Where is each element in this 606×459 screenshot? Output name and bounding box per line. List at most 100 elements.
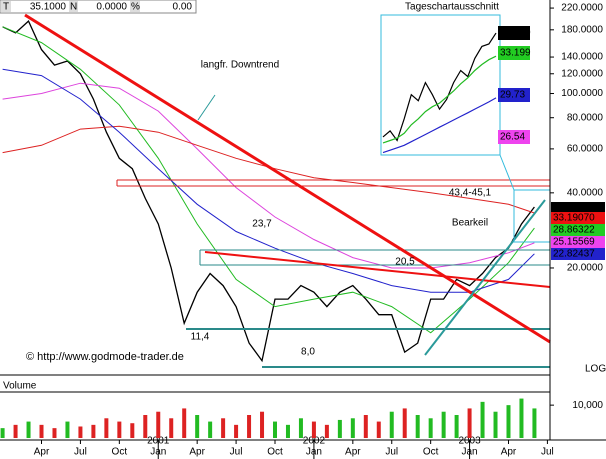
volume-bar	[402, 408, 407, 438]
volume-bar	[13, 424, 18, 438]
header-flag: %	[131, 2, 140, 13]
inset-value-box	[498, 88, 530, 102]
x-tick-label: Jul	[74, 447, 87, 458]
year-label: 2002	[303, 436, 326, 447]
volume-bar	[415, 415, 420, 438]
header-pct: 0.00	[173, 2, 193, 13]
y-tick-label: 60.0000	[567, 144, 604, 155]
volume-bar	[298, 418, 303, 438]
inset-value-box	[498, 130, 530, 144]
inset-value-label: 29.73	[500, 90, 525, 101]
inset-title: Tageschartausschnitt	[405, 2, 499, 13]
y-tick-label: 100.0000	[561, 88, 603, 99]
x-tick-label: Apr	[34, 447, 50, 458]
volume-bar	[208, 421, 213, 438]
value-box-label: 25.15569	[553, 237, 595, 248]
volume-bar	[493, 411, 498, 438]
annotation: Bearkeil	[452, 218, 488, 229]
header-last: 35.1000	[30, 2, 67, 13]
x-tick-label: Apr	[345, 447, 361, 458]
x-tick-label: Oct	[267, 447, 283, 458]
value-box-label: 22.82437	[553, 249, 595, 260]
volume-bar	[143, 415, 148, 438]
header: T 35.1000 N 0.0000 % 0.00	[0, 0, 197, 14]
volume-bar	[221, 418, 226, 438]
x-tick-label: Oct	[112, 447, 128, 458]
y-tick-label: 40.0000	[567, 187, 604, 198]
volume-bar	[169, 418, 174, 438]
value-box	[551, 224, 605, 236]
inset-value-label: 33.199	[500, 48, 531, 59]
value-box	[551, 202, 605, 214]
annotation: 43,4-45,1	[449, 188, 492, 199]
volume-bar	[519, 398, 524, 438]
volume-bar	[0, 428, 5, 438]
inset-value-label: 35.100	[500, 28, 531, 39]
volume-bar	[156, 411, 161, 438]
volume-bar	[130, 423, 135, 438]
inset-line	[382, 55, 497, 144]
volume-bar	[467, 408, 472, 438]
x-tick-label: Oct	[423, 447, 439, 458]
volume-tick-label: 10,000	[572, 400, 603, 411]
series-line	[2, 26, 535, 334]
value-box-label: 28.86322	[553, 225, 595, 236]
volume-bar	[454, 415, 459, 438]
inset-value-box	[498, 26, 530, 40]
volume-bar	[376, 421, 381, 438]
volume-bar	[195, 415, 200, 438]
volume-bar	[532, 408, 537, 438]
annotation: 20,5	[395, 257, 415, 268]
value-box	[551, 212, 605, 224]
volume-label: Volume	[3, 381, 37, 392]
volume-bar	[506, 405, 511, 438]
annotation: langfr. Downtrend	[201, 60, 279, 71]
volume-bar	[324, 424, 329, 438]
volume-bar	[428, 418, 433, 438]
x-tick-label: Apr	[189, 447, 205, 458]
volume-bar	[337, 419, 342, 438]
volume-bar	[247, 415, 252, 438]
header-flag: T	[3, 2, 9, 13]
header-flag: N	[70, 2, 77, 13]
volume-bar	[26, 421, 31, 438]
volume-bar	[441, 411, 446, 438]
y-tick-label: 180.0000	[561, 24, 603, 35]
volume-bar	[104, 418, 109, 438]
volume-bar	[91, 424, 96, 438]
series-line	[2, 125, 535, 214]
annotation: 23,7	[252, 219, 272, 230]
volume-bar	[52, 428, 57, 438]
volume-bar	[78, 426, 83, 438]
value-box-label: 33.19070	[553, 213, 595, 224]
year-label: 2003	[458, 436, 481, 447]
volume-bar	[65, 421, 70, 438]
scale-label: LOG	[585, 364, 606, 375]
volume-bar	[234, 424, 239, 438]
value-box	[551, 236, 605, 248]
header-change: 0.0000	[96, 2, 127, 13]
annotation: 8,0	[301, 347, 315, 358]
volume-bar	[389, 411, 394, 438]
y-tick-label: 120.0000	[561, 68, 603, 79]
copyright-bg	[22, 349, 212, 365]
volume-bar	[480, 401, 485, 438]
annotation: 11,4	[191, 332, 210, 343]
year-label: 2001	[147, 436, 170, 447]
volume-bar	[260, 411, 265, 438]
x-tick-label: Apr	[501, 447, 517, 458]
volume-bar	[311, 421, 316, 438]
inset-line	[382, 32, 497, 142]
x-tick-label: Jul	[230, 447, 243, 458]
volume-bar	[273, 421, 277, 438]
inset-frame	[380, 14, 501, 156]
volume-bar	[39, 424, 44, 438]
inset-value-label: 26.54	[500, 132, 525, 143]
inset-line	[382, 97, 497, 154]
y-tick-label: 140.0000	[561, 52, 603, 63]
series-line	[2, 68, 535, 293]
value-box	[551, 248, 605, 260]
x-tick-label: Jul	[385, 447, 398, 458]
